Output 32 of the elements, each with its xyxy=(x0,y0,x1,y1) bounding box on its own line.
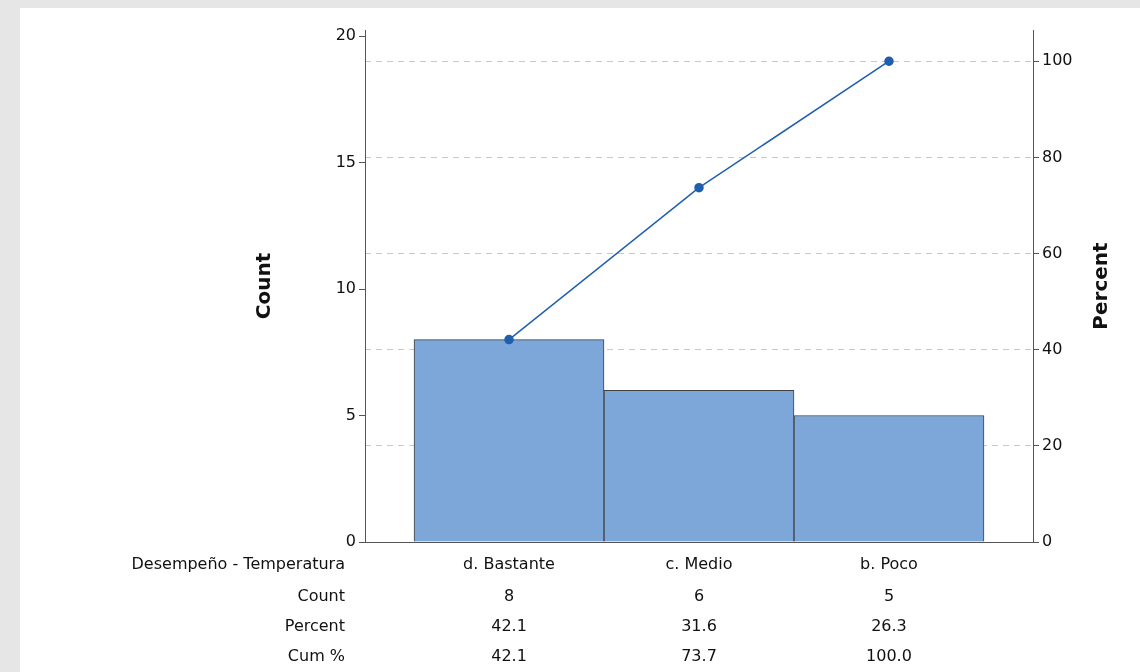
text: 100.0 xyxy=(866,646,912,666)
y2-tick-label: 20 xyxy=(1042,435,1063,455)
text: Cum % xyxy=(287,646,345,666)
y2-tick-label: 100 xyxy=(1042,50,1073,70)
y2-tick-label: 80 xyxy=(1042,146,1063,166)
y2-tick-label: 60 xyxy=(1042,242,1063,262)
point xyxy=(694,182,704,193)
text: 42.1 xyxy=(491,616,527,636)
y-tick-label: 0 xyxy=(345,531,356,551)
x-tick-label: c. Medio xyxy=(665,554,733,574)
x-axis-title: Desempeño - Temperatura xyxy=(131,554,345,574)
point xyxy=(884,56,894,66)
y-tick-label: 5 xyxy=(345,404,356,424)
y-tick-label: 10 xyxy=(335,278,356,298)
text: 8 xyxy=(503,586,515,606)
y-axis-title: Count xyxy=(251,252,276,320)
text: 6 xyxy=(693,586,705,606)
text: Count xyxy=(297,586,345,606)
text: 26.3 xyxy=(871,616,907,636)
text: 31.6 xyxy=(681,616,717,636)
point xyxy=(504,334,514,345)
y2-axis-title: Percent xyxy=(1088,241,1113,330)
x-tick-label: d. Bastante xyxy=(463,554,555,574)
x-tick-label: b. Poco xyxy=(860,554,918,574)
text: 42.1 xyxy=(491,646,527,666)
text: 5 xyxy=(883,586,895,606)
text: 73.7 xyxy=(681,646,717,666)
text: Percent xyxy=(284,616,345,636)
y-tick-label: 15 xyxy=(335,151,356,171)
y-tick-label: 20 xyxy=(335,25,356,45)
y2-tick-label: 40 xyxy=(1042,338,1063,358)
y2-tick-label: 0 xyxy=(1042,531,1053,551)
